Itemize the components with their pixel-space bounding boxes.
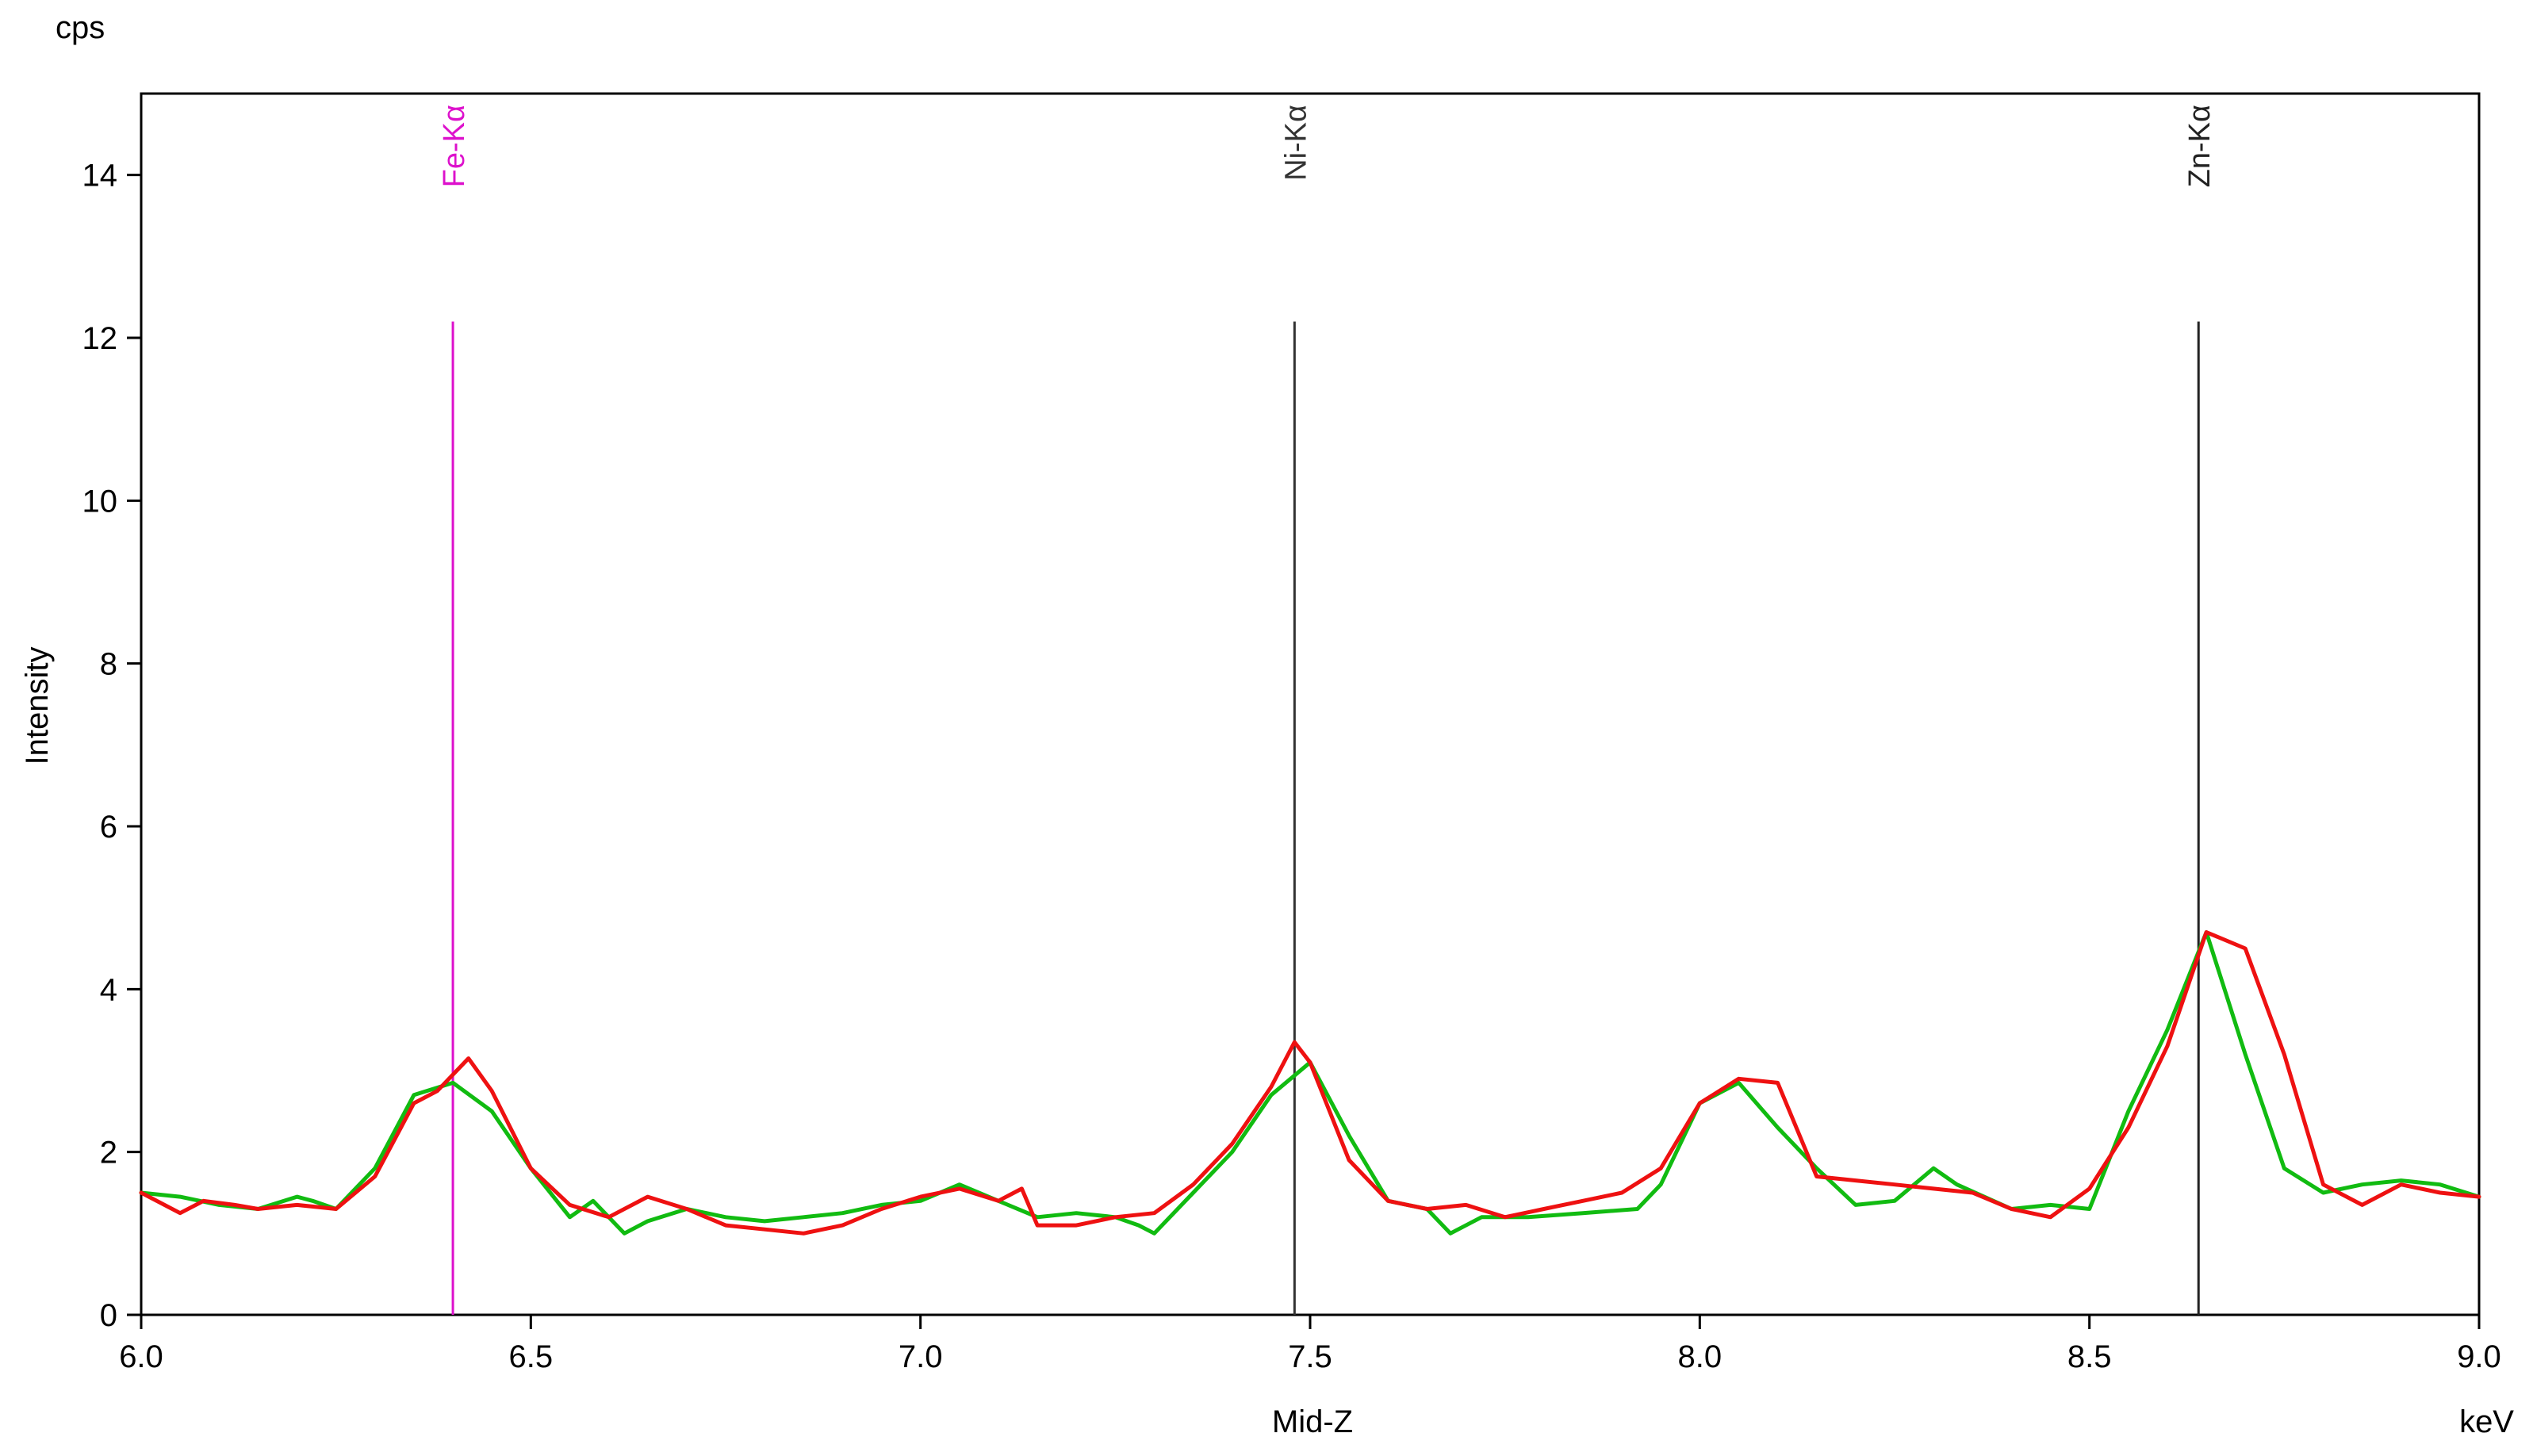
- x-axis-title: Mid-Z: [1272, 1404, 1353, 1439]
- x-tick-label: 6.5: [509, 1339, 554, 1374]
- plot-frame: [140, 92, 2481, 1316]
- y-axis-title: Intensity: [20, 647, 55, 765]
- x-tick-label: 8.5: [2067, 1339, 2112, 1374]
- x-tick-label: 8.0: [1678, 1339, 1723, 1374]
- y-tick-label: 12: [82, 321, 118, 356]
- y-tick-label: 4: [100, 972, 117, 1007]
- y-tick-label: 8: [100, 647, 117, 682]
- x-tick-label: 7.5: [1288, 1339, 1332, 1374]
- y-tick-label: 0: [100, 1298, 117, 1333]
- peak-marker-label: Zn-Kα: [2183, 105, 2217, 187]
- x-unit-label: keV: [2459, 1404, 2514, 1439]
- y-unit-label: cps: [56, 10, 105, 45]
- peak-marker-label: Fe-Kα: [438, 105, 471, 187]
- x-tick-label: 6.0: [119, 1339, 163, 1374]
- series-line: [139, 930, 2481, 1236]
- x-tick-label: 9.0: [2457, 1339, 2501, 1374]
- y-tick-label: 2: [100, 1136, 117, 1171]
- plot-area: 0 2 4 6 8 10 12 14 6.0 6.5 7.0 7.5 8.0 8.5 9.0 Fe-Kα Ni-…: [82, 92, 2501, 1374]
- peak-marker-label: Ni-Kα: [1279, 105, 1312, 181]
- x-tick-label: 7.0: [899, 1339, 943, 1374]
- y-tick-label: 6: [100, 810, 117, 845]
- y-tick-label: 10: [82, 484, 118, 519]
- y-tick-label: 14: [82, 159, 118, 193]
- series-line: [139, 930, 2481, 1236]
